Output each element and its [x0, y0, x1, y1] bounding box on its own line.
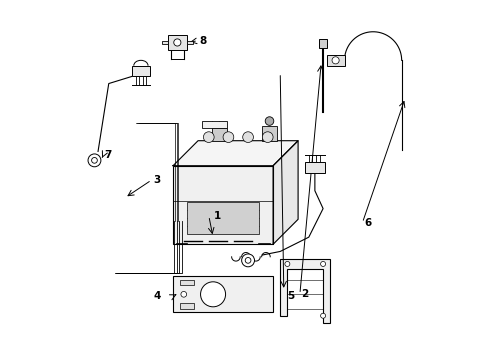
Bar — [167, 35, 187, 50]
Circle shape — [181, 292, 186, 297]
Circle shape — [320, 313, 325, 318]
Bar — [132, 66, 149, 76]
Circle shape — [244, 257, 250, 263]
Text: 8: 8 — [199, 36, 206, 46]
Circle shape — [173, 39, 181, 46]
Circle shape — [320, 261, 325, 266]
Polygon shape — [262, 126, 276, 141]
Circle shape — [91, 157, 97, 163]
Bar — [201, 121, 226, 128]
Polygon shape — [212, 128, 226, 141]
Circle shape — [264, 117, 273, 125]
Text: 2: 2 — [300, 289, 307, 299]
Circle shape — [88, 154, 101, 167]
Polygon shape — [173, 141, 298, 166]
Polygon shape — [280, 258, 329, 323]
Bar — [305, 162, 324, 173]
Circle shape — [285, 261, 289, 266]
Circle shape — [203, 132, 214, 143]
Circle shape — [241, 254, 254, 267]
Text: 1: 1 — [214, 211, 221, 221]
Polygon shape — [187, 202, 258, 234]
Text: 6: 6 — [364, 218, 371, 228]
Bar — [326, 55, 344, 66]
Bar — [180, 280, 194, 285]
Text: 3: 3 — [153, 175, 161, 185]
Circle shape — [200, 282, 225, 307]
Circle shape — [262, 132, 272, 143]
Bar — [180, 303, 194, 309]
Text: 4: 4 — [153, 291, 160, 301]
Polygon shape — [272, 141, 298, 244]
Bar — [318, 39, 326, 48]
Text: 7: 7 — [104, 150, 112, 160]
Circle shape — [331, 57, 339, 64]
Circle shape — [223, 132, 233, 143]
Polygon shape — [173, 166, 272, 244]
Bar — [162, 41, 167, 44]
Bar — [173, 276, 272, 312]
Text: 5: 5 — [287, 291, 294, 301]
Circle shape — [242, 132, 253, 143]
Bar — [187, 41, 192, 44]
